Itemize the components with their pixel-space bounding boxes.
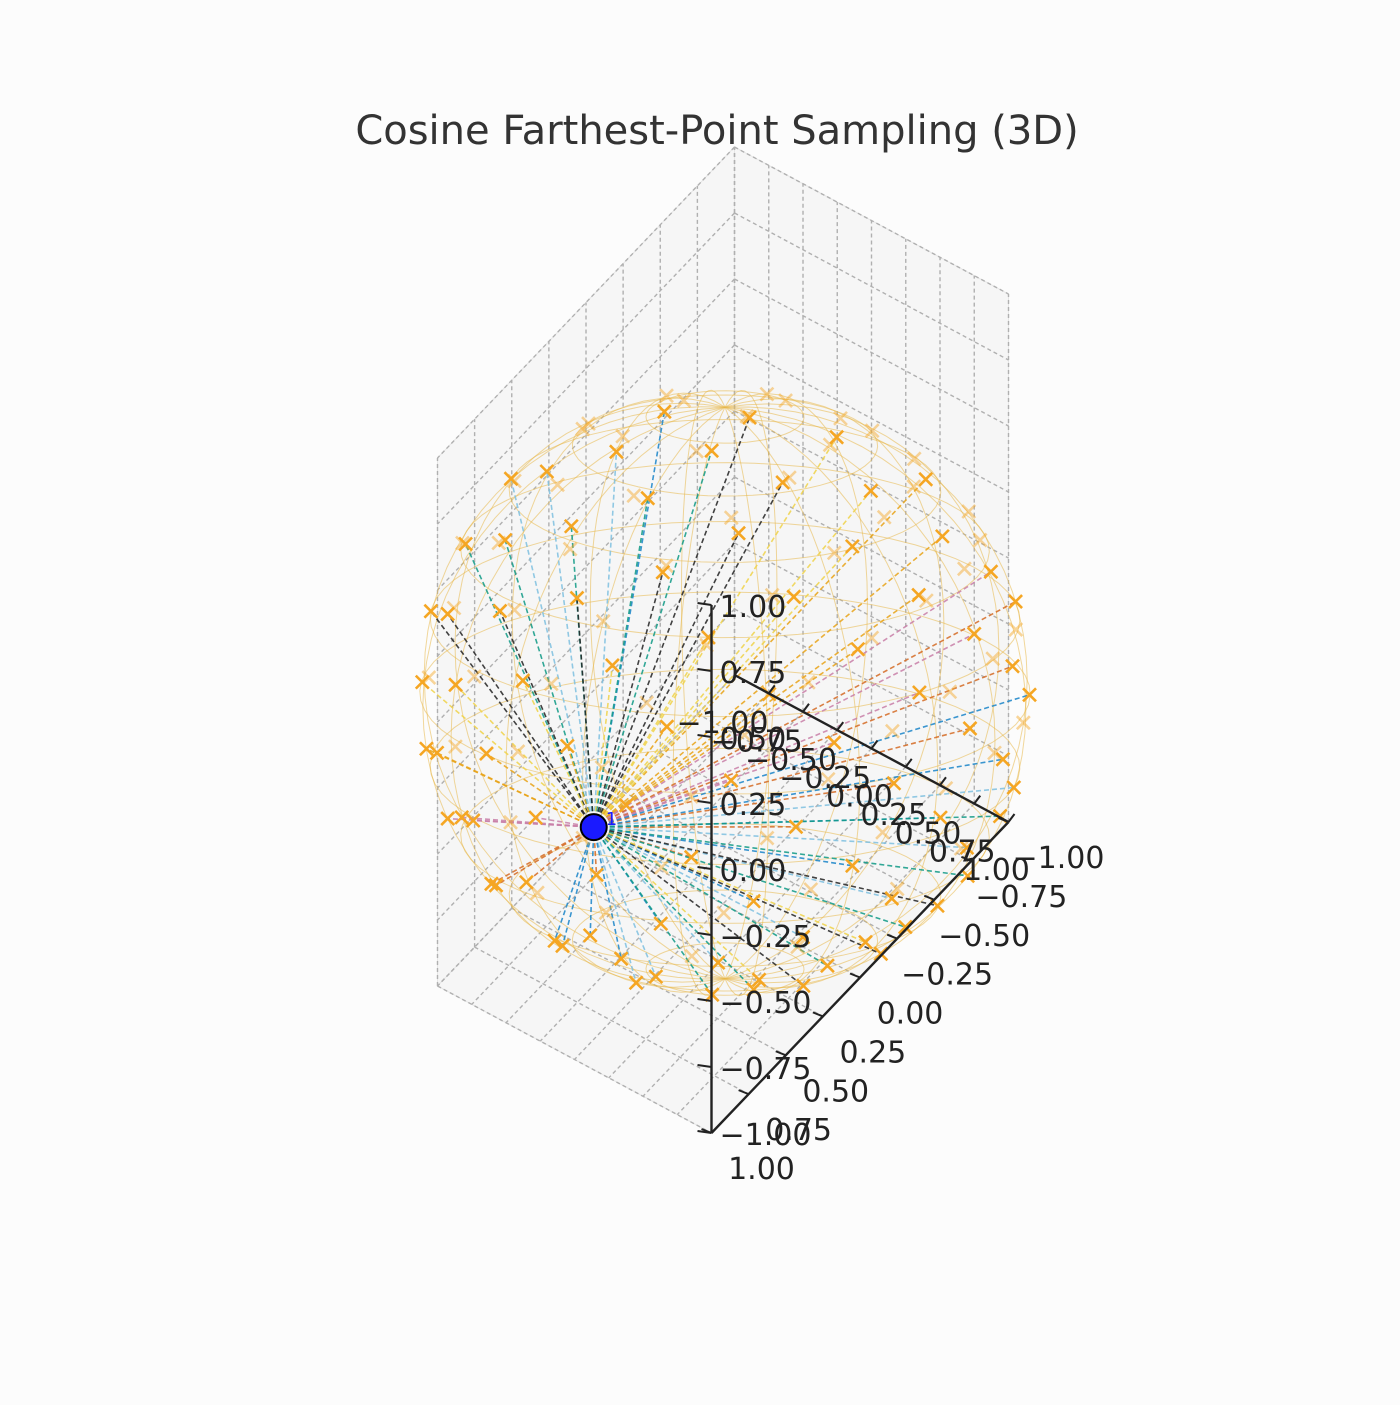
y-tick-label: 0.25 [839,1035,906,1070]
x-tick-label: 1.00 [963,853,1030,888]
z-tick-label: 0.75 [720,656,787,691]
y-tick-label: 1.00 [728,1152,795,1187]
z-tick-label: −0.75 [720,1052,812,1087]
x-tick [1009,814,1015,822]
anchor-label: 1 [606,809,617,830]
y-tick-label: 0.00 [877,997,944,1032]
z-tick-label: 0.25 [720,788,787,823]
z-tick-label: 0.00 [720,854,787,889]
sample-marker [416,676,429,689]
chart-title: Cosine Farthest-Point Sampling (3D) [0,108,1400,154]
z-tick-label: −0.25 [720,920,812,955]
sample-marker [1009,595,1022,608]
y-tick-label: 0.75 [765,1113,832,1148]
z-tick-label: 0.50 [720,722,787,757]
y-tick-label: −0.50 [938,919,1030,954]
z-tick-label: −0.50 [720,986,812,1021]
sample-marker [420,742,433,755]
z-tick-label: 1.00 [720,590,787,625]
anchor-marker [581,814,607,840]
sample-marker [1017,716,1030,729]
y-tick-label: 0.50 [802,1074,869,1109]
y-tick-label: −0.25 [901,958,993,993]
